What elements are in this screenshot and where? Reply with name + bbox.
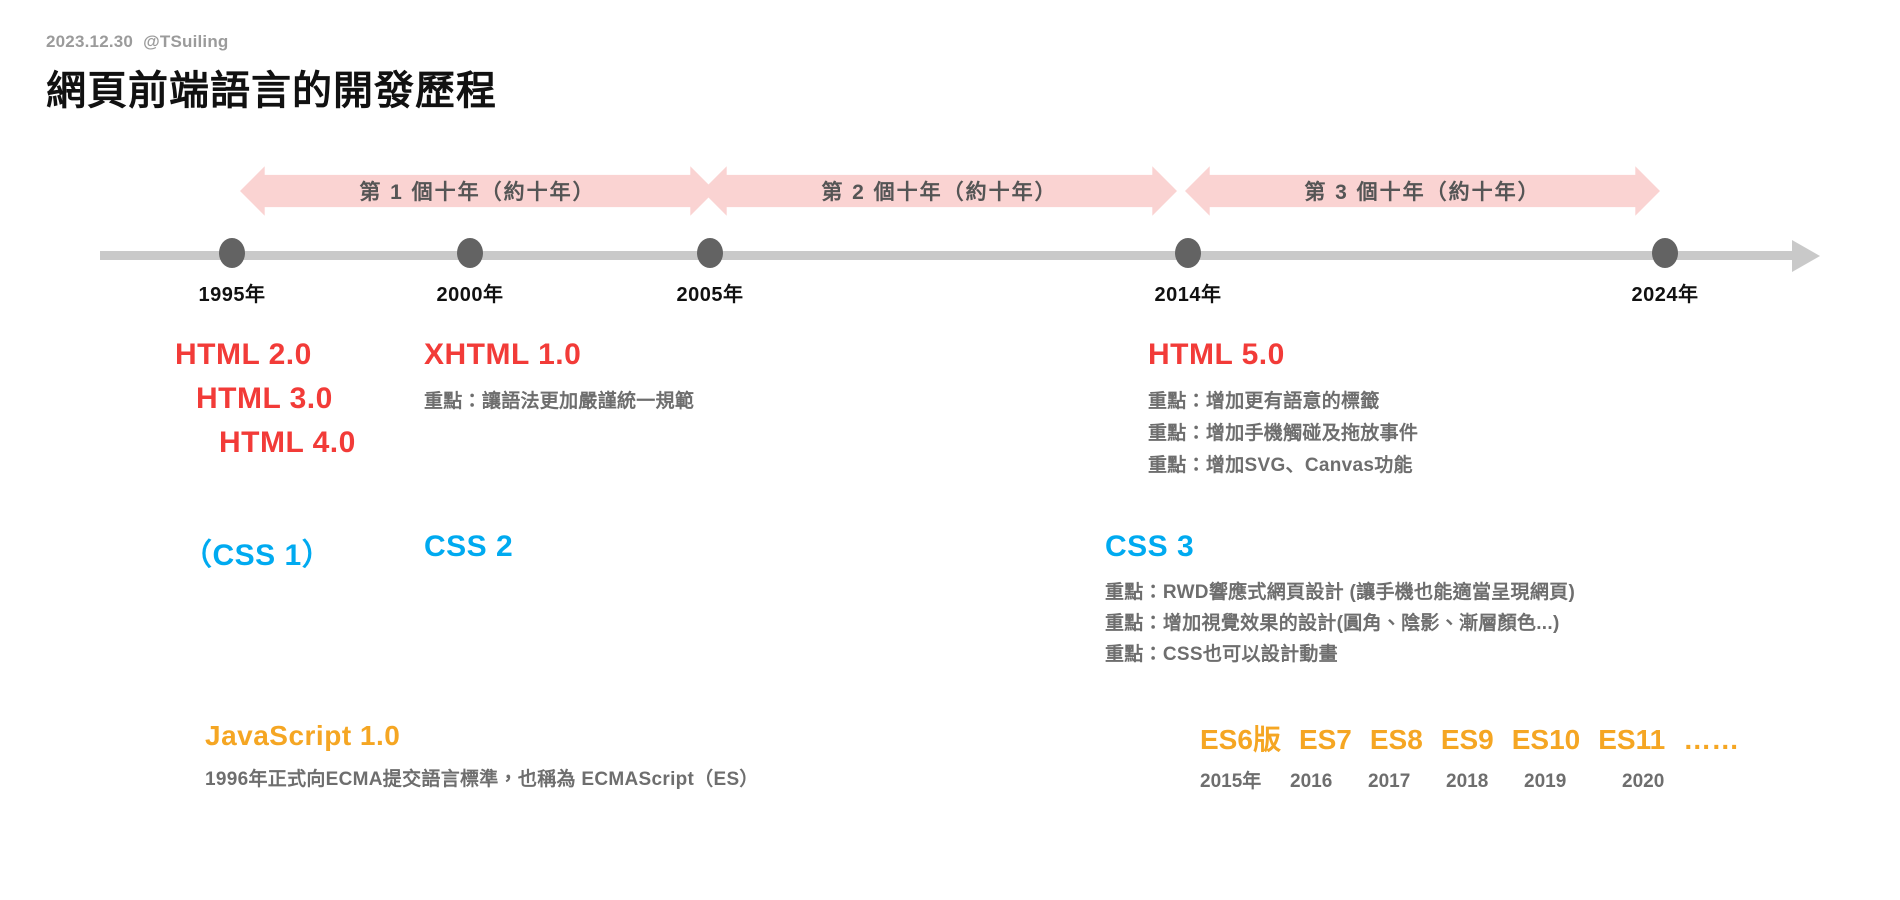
html-version-3: HTML 3.0 bbox=[196, 382, 333, 415]
decade-arrow-2: 第 2 個十年（約十年） bbox=[702, 160, 1177, 222]
byline: 2023.12.30 @TSuiling bbox=[46, 32, 497, 52]
axis-year-2014: 2014年 bbox=[1154, 284, 1222, 306]
decade-arrow-3: 第 3 個十年（約十年） bbox=[1185, 160, 1660, 222]
css1-title: （CSS 1） bbox=[182, 539, 333, 572]
css1-group: （CSS 1） bbox=[182, 530, 332, 574]
xhtml-title: XHTML 1.0 bbox=[424, 338, 582, 371]
html5-note-1: 重點：增加更有語意的標籤 bbox=[1148, 391, 1380, 412]
es-version-row: ES6版 ES7 ES8 ES9 ES10 ES11 …… bbox=[1200, 718, 1739, 758]
html-version-4: HTML 4.0 bbox=[219, 426, 356, 459]
es-version-8: ES8 bbox=[1369, 724, 1423, 755]
axis-year-1995: 1995年 bbox=[198, 284, 266, 306]
css3-note-2: 重點：增加視覺效果的設計(圓角、陰影、漸層顏色...) bbox=[1105, 612, 1560, 634]
page-title: 網頁前端語言的開發歷程 bbox=[46, 69, 497, 113]
axis-line bbox=[100, 251, 1800, 260]
css3-title: CSS 3 bbox=[1105, 530, 1195, 563]
javascript1-title: JavaScript 1.0 bbox=[205, 720, 401, 751]
css2-title: CSS 2 bbox=[424, 530, 514, 563]
es-version-7: ES7 bbox=[1298, 724, 1352, 755]
html-early-versions-group: HTML 2.0 HTML 3.0 HTML 4.0 bbox=[175, 338, 356, 460]
es-version-9: ES9 bbox=[1440, 724, 1494, 755]
es-year-2017: 2017 bbox=[1368, 771, 1411, 792]
page-header: 2023.12.30 @TSuiling 網頁前端語言的開發歷程 bbox=[46, 32, 497, 116]
decade-label-2: 第 2 個十年（約十年） bbox=[821, 181, 1058, 204]
es-version-10: ES10 bbox=[1511, 724, 1581, 755]
css3-note-3: 重點：CSS也可以設計動畫 bbox=[1105, 643, 1338, 665]
es-version-11: ES11 bbox=[1598, 724, 1666, 755]
es-year-2019: 2019 bbox=[1524, 771, 1567, 792]
decade-label-3: 第 3 個十年（約十年） bbox=[1304, 181, 1541, 204]
xhtml-note-1: 重點：讓語法更加嚴謹統一規範 bbox=[424, 391, 695, 412]
axis-arrowhead-icon bbox=[1792, 240, 1820, 272]
html5-title: HTML 5.0 bbox=[1148, 338, 1285, 371]
html-version-2: HTML 2.0 bbox=[175, 338, 312, 371]
javascript1-group: JavaScript 1.0 1996年正式向ECMA提交語言標準，也稱為 EC… bbox=[205, 720, 759, 796]
axis-year-2000: 2000年 bbox=[436, 284, 504, 306]
es-year-2020: 2020 bbox=[1622, 771, 1665, 792]
es-year-row: 2015年 2016 2017 2018 2019 2020 bbox=[1200, 766, 1739, 793]
byline-handle: @TSuiling bbox=[143, 32, 229, 51]
axis-year-2005: 2005年 bbox=[676, 284, 744, 306]
html5-note-2: 重點：增加手機觸碰及拖放事件 bbox=[1148, 422, 1419, 444]
axis-dot-2024 bbox=[1652, 238, 1678, 268]
decade-arrow-1: 第 1 個十年（約十年） bbox=[240, 160, 715, 222]
axis-dot-1995 bbox=[219, 238, 245, 268]
css3-group: CSS 3 重點：RWD響應式網頁設計 (讓手機也能適當呈現網頁) 重點：增加視… bbox=[1105, 530, 1575, 670]
css2-group: CSS 2 bbox=[424, 530, 513, 564]
javascript1-note-1: 1996年正式向ECMA提交語言標準，也稱為 ECMAScript（ES） bbox=[205, 769, 759, 790]
es-year-2015: 2015年 bbox=[1200, 771, 1262, 792]
axis-dot-2014 bbox=[1175, 238, 1201, 268]
es-year-2018: 2018 bbox=[1446, 771, 1489, 792]
axis-dot-2000 bbox=[457, 238, 483, 268]
html5-group: HTML 5.0 重點：增加更有語意的標籤 重點：增加手機觸碰及拖放事件 重點：… bbox=[1148, 338, 1418, 482]
byline-date: 2023.12.30 bbox=[46, 32, 134, 51]
es-version-ellipsis: …… bbox=[1683, 724, 1740, 755]
axis-dot-2005 bbox=[697, 238, 723, 268]
decade-band: 第 1 個十年（約十年） 第 2 個十年（約十年） 第 3 個十年（約十年） bbox=[0, 160, 1900, 222]
xhtml-group: XHTML 1.0 重點：讓語法更加嚴謹統一規範 bbox=[424, 338, 694, 418]
decade-label-1: 第 1 個十年（約十年） bbox=[359, 181, 596, 204]
es-version-6: ES6版 bbox=[1200, 724, 1281, 755]
axis-year-2024: 2024年 bbox=[1631, 284, 1699, 306]
es-versions-group: ES6版 ES7 ES8 ES9 ES10 ES11 …… 2015年 2016… bbox=[1200, 718, 1739, 793]
html5-note-3: 重點：增加SVG、Canvas功能 bbox=[1148, 454, 1413, 476]
es-year-2016: 2016 bbox=[1290, 771, 1333, 792]
css3-note-1: 重點：RWD響應式網頁設計 (讓手機也能適當呈現網頁) bbox=[1105, 582, 1576, 603]
